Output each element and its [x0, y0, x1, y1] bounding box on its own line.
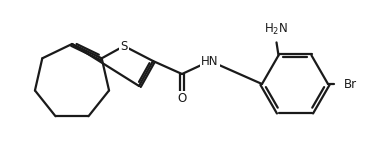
Text: Br: Br	[344, 78, 357, 90]
Text: H$_2$N: H$_2$N	[264, 22, 289, 37]
Text: HN: HN	[201, 54, 219, 68]
Text: S: S	[120, 39, 128, 53]
Text: O: O	[177, 92, 187, 105]
